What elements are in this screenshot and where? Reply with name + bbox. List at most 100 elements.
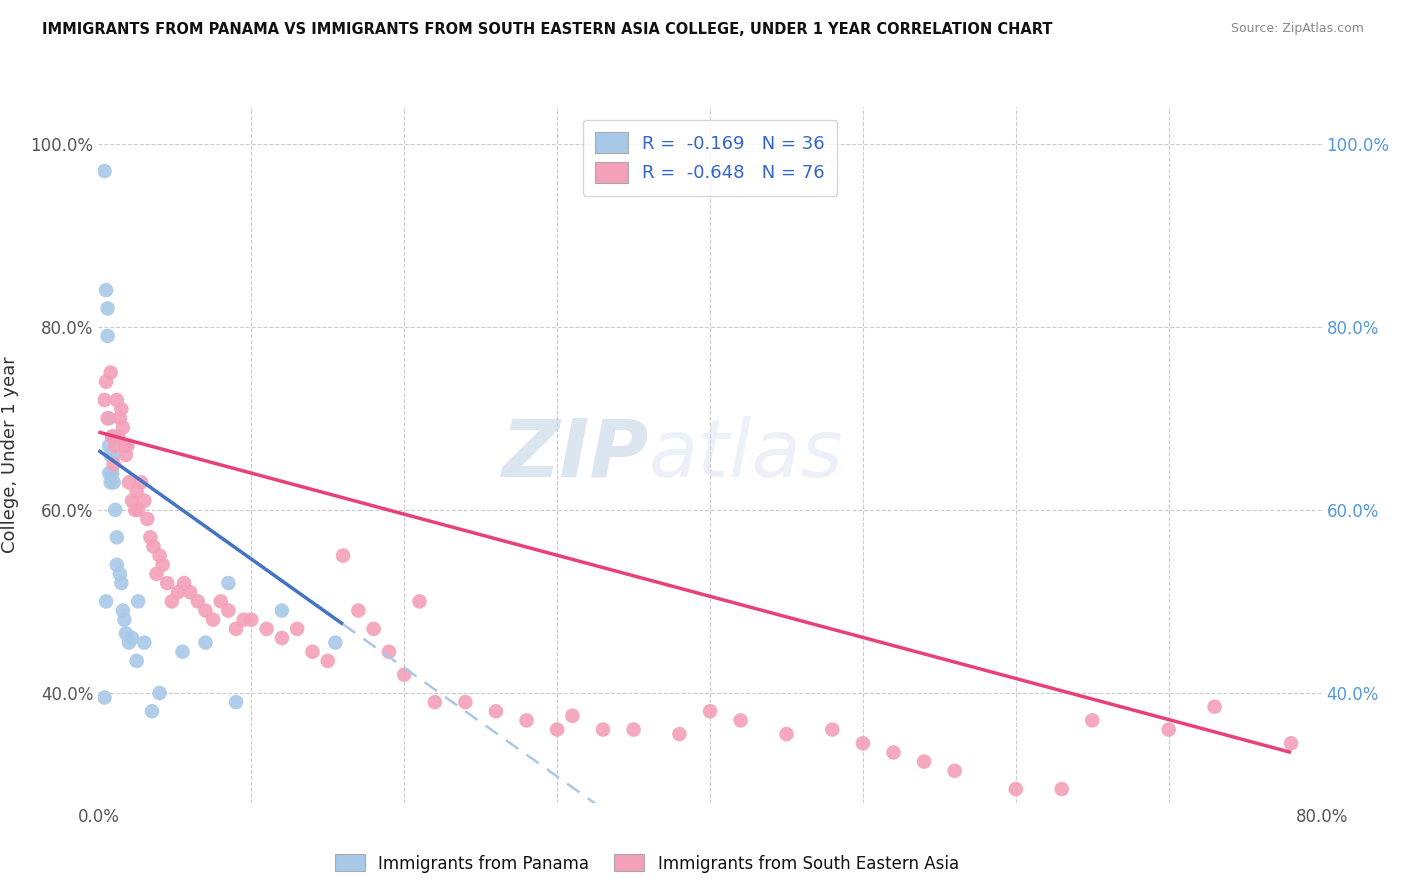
Text: atlas: atlas — [650, 416, 844, 494]
Point — [134, 635, 156, 649]
Point — [112, 439, 135, 453]
Point — [232, 613, 254, 627]
Point — [111, 420, 134, 434]
Point — [100, 448, 122, 462]
Legend: Immigrants from Panama, Immigrants from South Eastern Asia: Immigrants from Panama, Immigrants from … — [328, 847, 966, 880]
Point — [194, 603, 217, 617]
Point — [172, 645, 194, 659]
Point — [127, 594, 149, 608]
Point — [93, 690, 115, 705]
Point — [94, 375, 117, 389]
Point — [240, 613, 263, 627]
Point — [699, 704, 721, 718]
Point — [378, 645, 401, 659]
Point — [912, 755, 935, 769]
Point — [118, 635, 141, 649]
Point — [454, 695, 477, 709]
Point — [325, 635, 347, 649]
Point — [127, 503, 149, 517]
Point — [516, 714, 538, 728]
Point — [730, 714, 752, 728]
Point — [943, 764, 966, 778]
Point — [209, 594, 232, 608]
Point — [115, 448, 138, 462]
Point — [104, 439, 127, 453]
Point — [129, 475, 152, 490]
Point — [173, 576, 195, 591]
Point — [110, 402, 132, 417]
Point — [121, 631, 143, 645]
Point — [145, 566, 167, 581]
Point — [121, 493, 143, 508]
Point — [112, 613, 135, 627]
Y-axis label: College, Under 1 year: College, Under 1 year — [1, 357, 20, 553]
Point — [93, 164, 115, 178]
Point — [149, 686, 172, 700]
Point — [100, 366, 122, 380]
Point — [852, 736, 875, 750]
Point — [152, 558, 174, 572]
Point — [423, 695, 446, 709]
Point — [94, 283, 117, 297]
Point — [97, 411, 120, 425]
Point — [136, 512, 159, 526]
Point — [194, 635, 217, 649]
Point — [217, 576, 239, 591]
Point — [623, 723, 645, 737]
Point — [301, 645, 323, 659]
Legend: R =  -0.169   N = 36, R =  -0.648   N = 76: R = -0.169 N = 36, R = -0.648 N = 76 — [582, 120, 838, 195]
Point — [103, 457, 125, 471]
Point — [270, 631, 292, 645]
Point — [98, 439, 121, 453]
Point — [100, 475, 122, 490]
Point — [104, 503, 127, 517]
Point — [1004, 782, 1026, 797]
Point — [821, 723, 844, 737]
Point — [98, 411, 121, 425]
Text: ZIP: ZIP — [502, 416, 650, 494]
Point — [316, 654, 339, 668]
Point — [97, 329, 120, 343]
Point — [347, 603, 370, 617]
Point — [115, 626, 138, 640]
Point — [775, 727, 797, 741]
Point — [668, 727, 690, 741]
Point — [103, 448, 125, 462]
Point — [97, 301, 120, 316]
Point — [108, 411, 131, 425]
Point — [141, 704, 163, 718]
Point — [1157, 723, 1180, 737]
Point — [179, 585, 201, 599]
Point — [134, 493, 156, 508]
Point — [111, 603, 134, 617]
Point — [105, 392, 128, 407]
Point — [108, 566, 131, 581]
Point — [117, 439, 139, 453]
Point — [217, 603, 239, 617]
Point — [156, 576, 179, 591]
Point — [883, 746, 905, 760]
Point — [225, 695, 247, 709]
Point — [225, 622, 247, 636]
Point — [187, 594, 209, 608]
Point — [392, 667, 416, 681]
Point — [408, 594, 430, 608]
Point — [1279, 736, 1302, 750]
Point — [105, 530, 128, 544]
Point — [110, 576, 132, 591]
Point — [101, 467, 124, 481]
Point — [167, 585, 190, 599]
Point — [94, 594, 117, 608]
Point — [592, 723, 614, 737]
Point — [363, 622, 385, 636]
Point — [124, 503, 146, 517]
Text: Source: ZipAtlas.com: Source: ZipAtlas.com — [1230, 22, 1364, 36]
Point — [103, 429, 125, 443]
Point — [332, 549, 354, 563]
Point — [142, 540, 165, 554]
Point — [256, 622, 278, 636]
Point — [1204, 699, 1226, 714]
Point — [101, 429, 124, 443]
Text: IMMIGRANTS FROM PANAMA VS IMMIGRANTS FROM SOUTH EASTERN ASIA COLLEGE, UNDER 1 YE: IMMIGRANTS FROM PANAMA VS IMMIGRANTS FRO… — [42, 22, 1053, 37]
Point — [485, 704, 508, 718]
